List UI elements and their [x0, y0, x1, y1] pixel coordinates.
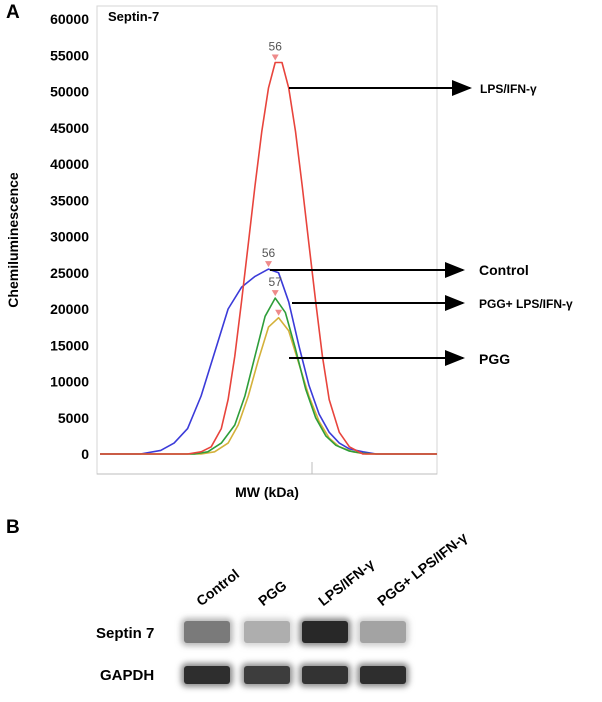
y-tick-label: 50000 — [50, 84, 89, 100]
western-blot — [180, 612, 415, 692]
y-tick-label: 45000 — [50, 120, 89, 136]
peak-marker — [275, 309, 283, 316]
y-tick-label: 15000 — [50, 337, 89, 353]
y-tick-label: 0 — [81, 446, 89, 462]
peak-marker — [265, 261, 272, 268]
blot-band — [184, 666, 230, 684]
annotation-label: PGG+ LPS/IFN-γ — [479, 297, 573, 311]
y-tick-labels: 0 5000 10000 15000 20000 25000 30000 35000 40000… — [50, 11, 89, 462]
plot-frame — [96, 5, 438, 475]
y-tick-label: 55000 — [50, 47, 89, 63]
annotation-label: Control — [479, 262, 529, 278]
x-axis-label: MW (kDa) — [235, 484, 299, 500]
lane-label-pgg: PGG — [255, 577, 290, 609]
annotation-label: PGG — [479, 351, 510, 367]
y-tick-label: 5000 — [58, 410, 89, 426]
peak-label: 56 — [262, 246, 276, 260]
peak-label: 56 — [269, 40, 283, 54]
series-line-lps-ifn — [100, 61, 437, 455]
lane-label-control: Control — [193, 565, 243, 609]
y-tick-label: 10000 — [50, 374, 89, 390]
blot-row-label-septin7: Septin 7 — [96, 625, 155, 642]
y-tick-label: 35000 — [50, 192, 89, 208]
blot-band — [360, 666, 406, 684]
peak-markers: 56 57 56 — [262, 40, 282, 316]
blot-band — [244, 621, 290, 643]
series-line-pgg-lps-ifn — [100, 297, 437, 455]
chart-title: Septin-7 — [108, 9, 159, 24]
peak-marker — [271, 290, 279, 297]
blot-band — [302, 666, 348, 684]
panel-a-letter: A — [6, 2, 20, 23]
lane-label-pgg-lps: PGG+ LPS/IFN-γ — [374, 529, 471, 609]
blot-band — [360, 621, 406, 643]
peak-label: 57 — [269, 275, 283, 289]
peak-marker — [271, 54, 279, 61]
blot-band — [302, 621, 348, 643]
series-lines — [100, 61, 437, 455]
y-tick-label: 40000 — [50, 156, 89, 172]
blot-band — [244, 666, 290, 684]
blot-band — [184, 621, 230, 643]
y-axis-label: Chemiluminescence — [5, 172, 21, 308]
y-tick-label: 60000 — [50, 11, 89, 27]
annotation-label: LPS/IFN-γ — [480, 82, 537, 96]
annotation-arrows: LPS/IFN-γ Control PGG+ LPS/IFN-γ PGG — [270, 80, 573, 367]
blot-row-label-gapdh: GAPDH — [100, 667, 155, 684]
line-chart: Septin-7 MW (kDa) Chemiluminescence 0 500… — [5, 5, 573, 500]
lane-label-lps: LPS/IFN-γ — [315, 555, 378, 609]
y-tick-label: 25000 — [50, 265, 89, 281]
y-tick-label: 20000 — [50, 301, 89, 317]
panel-b-letter: B — [6, 517, 20, 538]
y-tick-label: 30000 — [50, 229, 89, 245]
